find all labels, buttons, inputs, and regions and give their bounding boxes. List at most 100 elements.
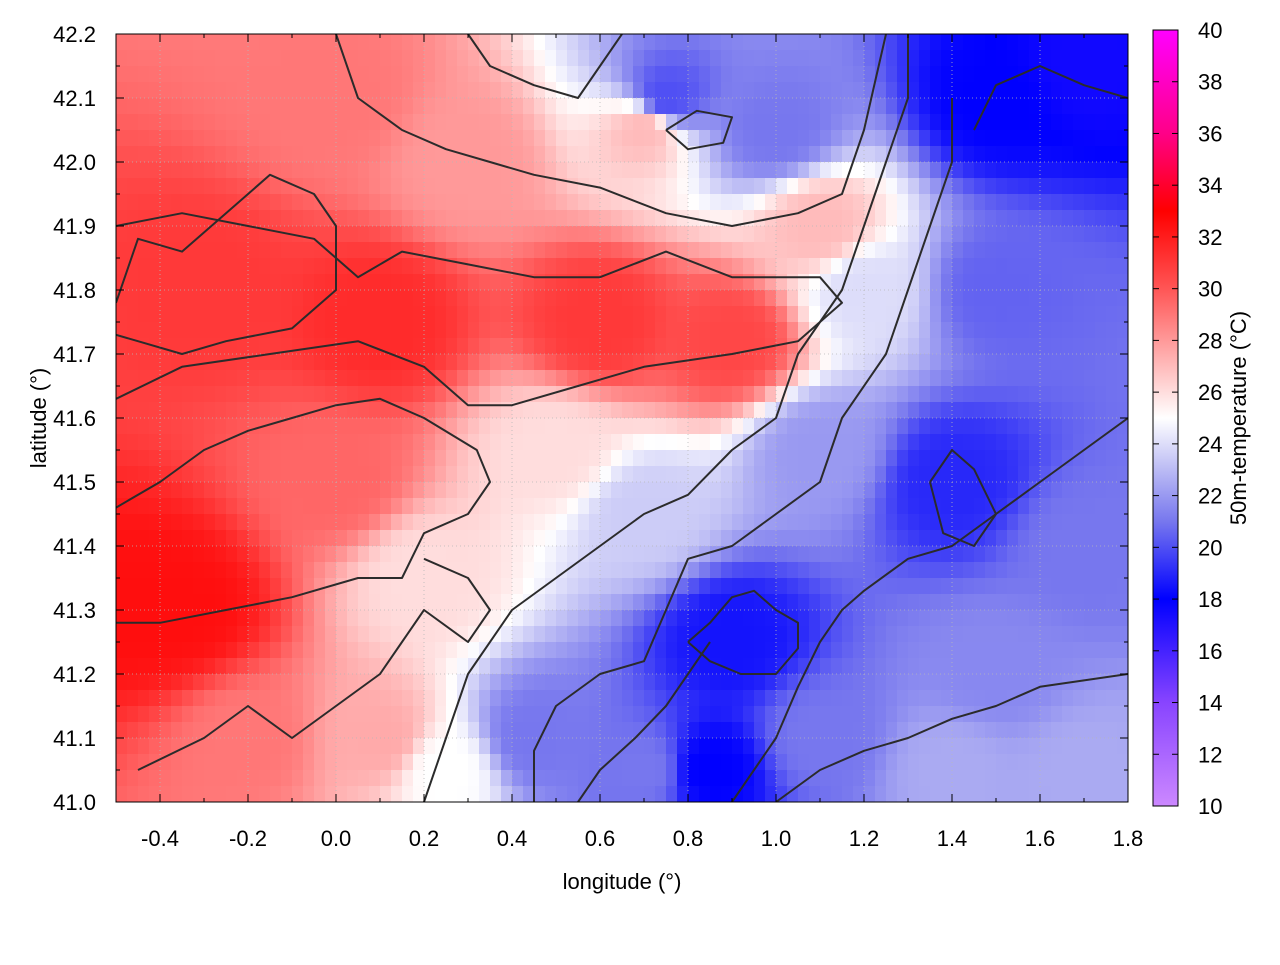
heatmap-cell: [259, 754, 271, 771]
heatmap-cell: [226, 242, 238, 259]
heatmap-cell: [347, 626, 359, 643]
heatmap-cell: [897, 482, 909, 499]
heatmap-cell: [875, 370, 887, 387]
heatmap-cell: [270, 642, 282, 659]
heatmap-cell: [259, 354, 271, 371]
heatmap-cell: [523, 594, 535, 611]
heatmap-cell: [853, 754, 865, 771]
heatmap-cell: [820, 594, 832, 611]
heatmap-cell: [578, 530, 590, 547]
heatmap-cell: [259, 434, 271, 451]
heatmap-cell: [897, 610, 909, 627]
heatmap-cell: [1040, 402, 1052, 419]
heatmap-cell: [1018, 642, 1030, 659]
heatmap-cell: [479, 722, 491, 739]
heatmap-cell: [248, 34, 260, 51]
heatmap-cell: [842, 306, 854, 323]
heatmap-cell: [655, 162, 667, 179]
heatmap-cell: [1073, 370, 1085, 387]
heatmap-cell: [325, 466, 337, 483]
heatmap-cell: [919, 610, 931, 627]
heatmap-cell: [633, 498, 645, 515]
heatmap-cell: [600, 306, 612, 323]
heatmap-cell: [1095, 274, 1107, 291]
heatmap-cell: [644, 66, 656, 83]
heatmap-cell: [820, 130, 832, 147]
heatmap-cell: [1029, 594, 1041, 611]
heatmap-cell: [512, 50, 524, 67]
heatmap-cell: [809, 146, 821, 163]
heatmap-cell: [1106, 162, 1118, 179]
heatmap-cell: [314, 162, 326, 179]
heatmap-cell: [809, 498, 821, 515]
heatmap-cell: [358, 130, 370, 147]
heatmap-cell: [842, 258, 854, 275]
heatmap-cell: [765, 722, 777, 739]
heatmap-cell: [666, 162, 678, 179]
heatmap-cell: [578, 162, 590, 179]
heatmap-cell: [446, 402, 458, 419]
heatmap-cell: [457, 98, 469, 115]
heatmap-cell: [864, 194, 876, 211]
heatmap-cell: [1040, 450, 1052, 467]
heatmap-cell: [138, 34, 150, 51]
heatmap-cell: [787, 722, 799, 739]
heatmap-cell: [1095, 194, 1107, 211]
heatmap-cell: [292, 306, 304, 323]
heatmap-cell: [776, 194, 788, 211]
heatmap-cell: [864, 226, 876, 243]
heatmap-cell: [391, 594, 403, 611]
heatmap-cell: [116, 786, 128, 802]
heatmap-cell: [270, 354, 282, 371]
heatmap-cell: [600, 354, 612, 371]
heatmap-cell: [985, 498, 997, 515]
heatmap-cell: [1073, 178, 1085, 195]
heatmap-cell: [1062, 498, 1074, 515]
heatmap-cell: [743, 162, 755, 179]
heatmap-cell: [314, 482, 326, 499]
heatmap-cell: [1051, 706, 1063, 723]
heatmap-cell: [754, 34, 766, 51]
heatmap-cell: [446, 546, 458, 563]
heatmap-cell: [380, 642, 392, 659]
heatmap-cell: [226, 594, 238, 611]
heatmap-cell: [1073, 434, 1085, 451]
heatmap-cell: [1117, 722, 1128, 739]
heatmap-cell: [171, 498, 183, 515]
heatmap-cell: [1051, 642, 1063, 659]
heatmap-cell: [919, 482, 931, 499]
heatmap-cell: [281, 450, 293, 467]
heatmap-cell: [919, 450, 931, 467]
heatmap-cell: [809, 658, 821, 675]
heatmap-cell: [820, 162, 832, 179]
heatmap-cell: [919, 530, 931, 547]
heatmap-cell: [820, 194, 832, 211]
heatmap-cell: [226, 738, 238, 755]
heatmap-cell: [600, 194, 612, 211]
heatmap-cell: [402, 466, 414, 483]
heatmap-cell: [710, 514, 722, 531]
heatmap-cell: [809, 354, 821, 371]
heatmap-cell: [501, 498, 513, 515]
heatmap-cell: [798, 722, 810, 739]
heatmap-cell: [215, 514, 227, 531]
heatmap-cell: [875, 194, 887, 211]
heatmap-cell: [831, 786, 843, 802]
heatmap-cell: [424, 274, 436, 291]
heatmap-cell: [1106, 418, 1118, 435]
colorbar-tick-label: 28: [1198, 328, 1222, 353]
heatmap-cell: [710, 210, 722, 227]
heatmap-cell: [512, 546, 524, 563]
heatmap-cell: [325, 690, 337, 707]
heatmap-cell: [787, 418, 799, 435]
heatmap-cell: [127, 146, 139, 163]
heatmap-cell: [1040, 242, 1052, 259]
heatmap-cell: [655, 338, 667, 355]
heatmap-cell: [1029, 530, 1041, 547]
heatmap-cell: [699, 194, 711, 211]
heatmap-cell: [523, 674, 535, 691]
heatmap-cell: [578, 322, 590, 339]
heatmap-cell: [402, 290, 414, 307]
heatmap-cell: [149, 418, 161, 435]
heatmap-cell: [1073, 114, 1085, 131]
